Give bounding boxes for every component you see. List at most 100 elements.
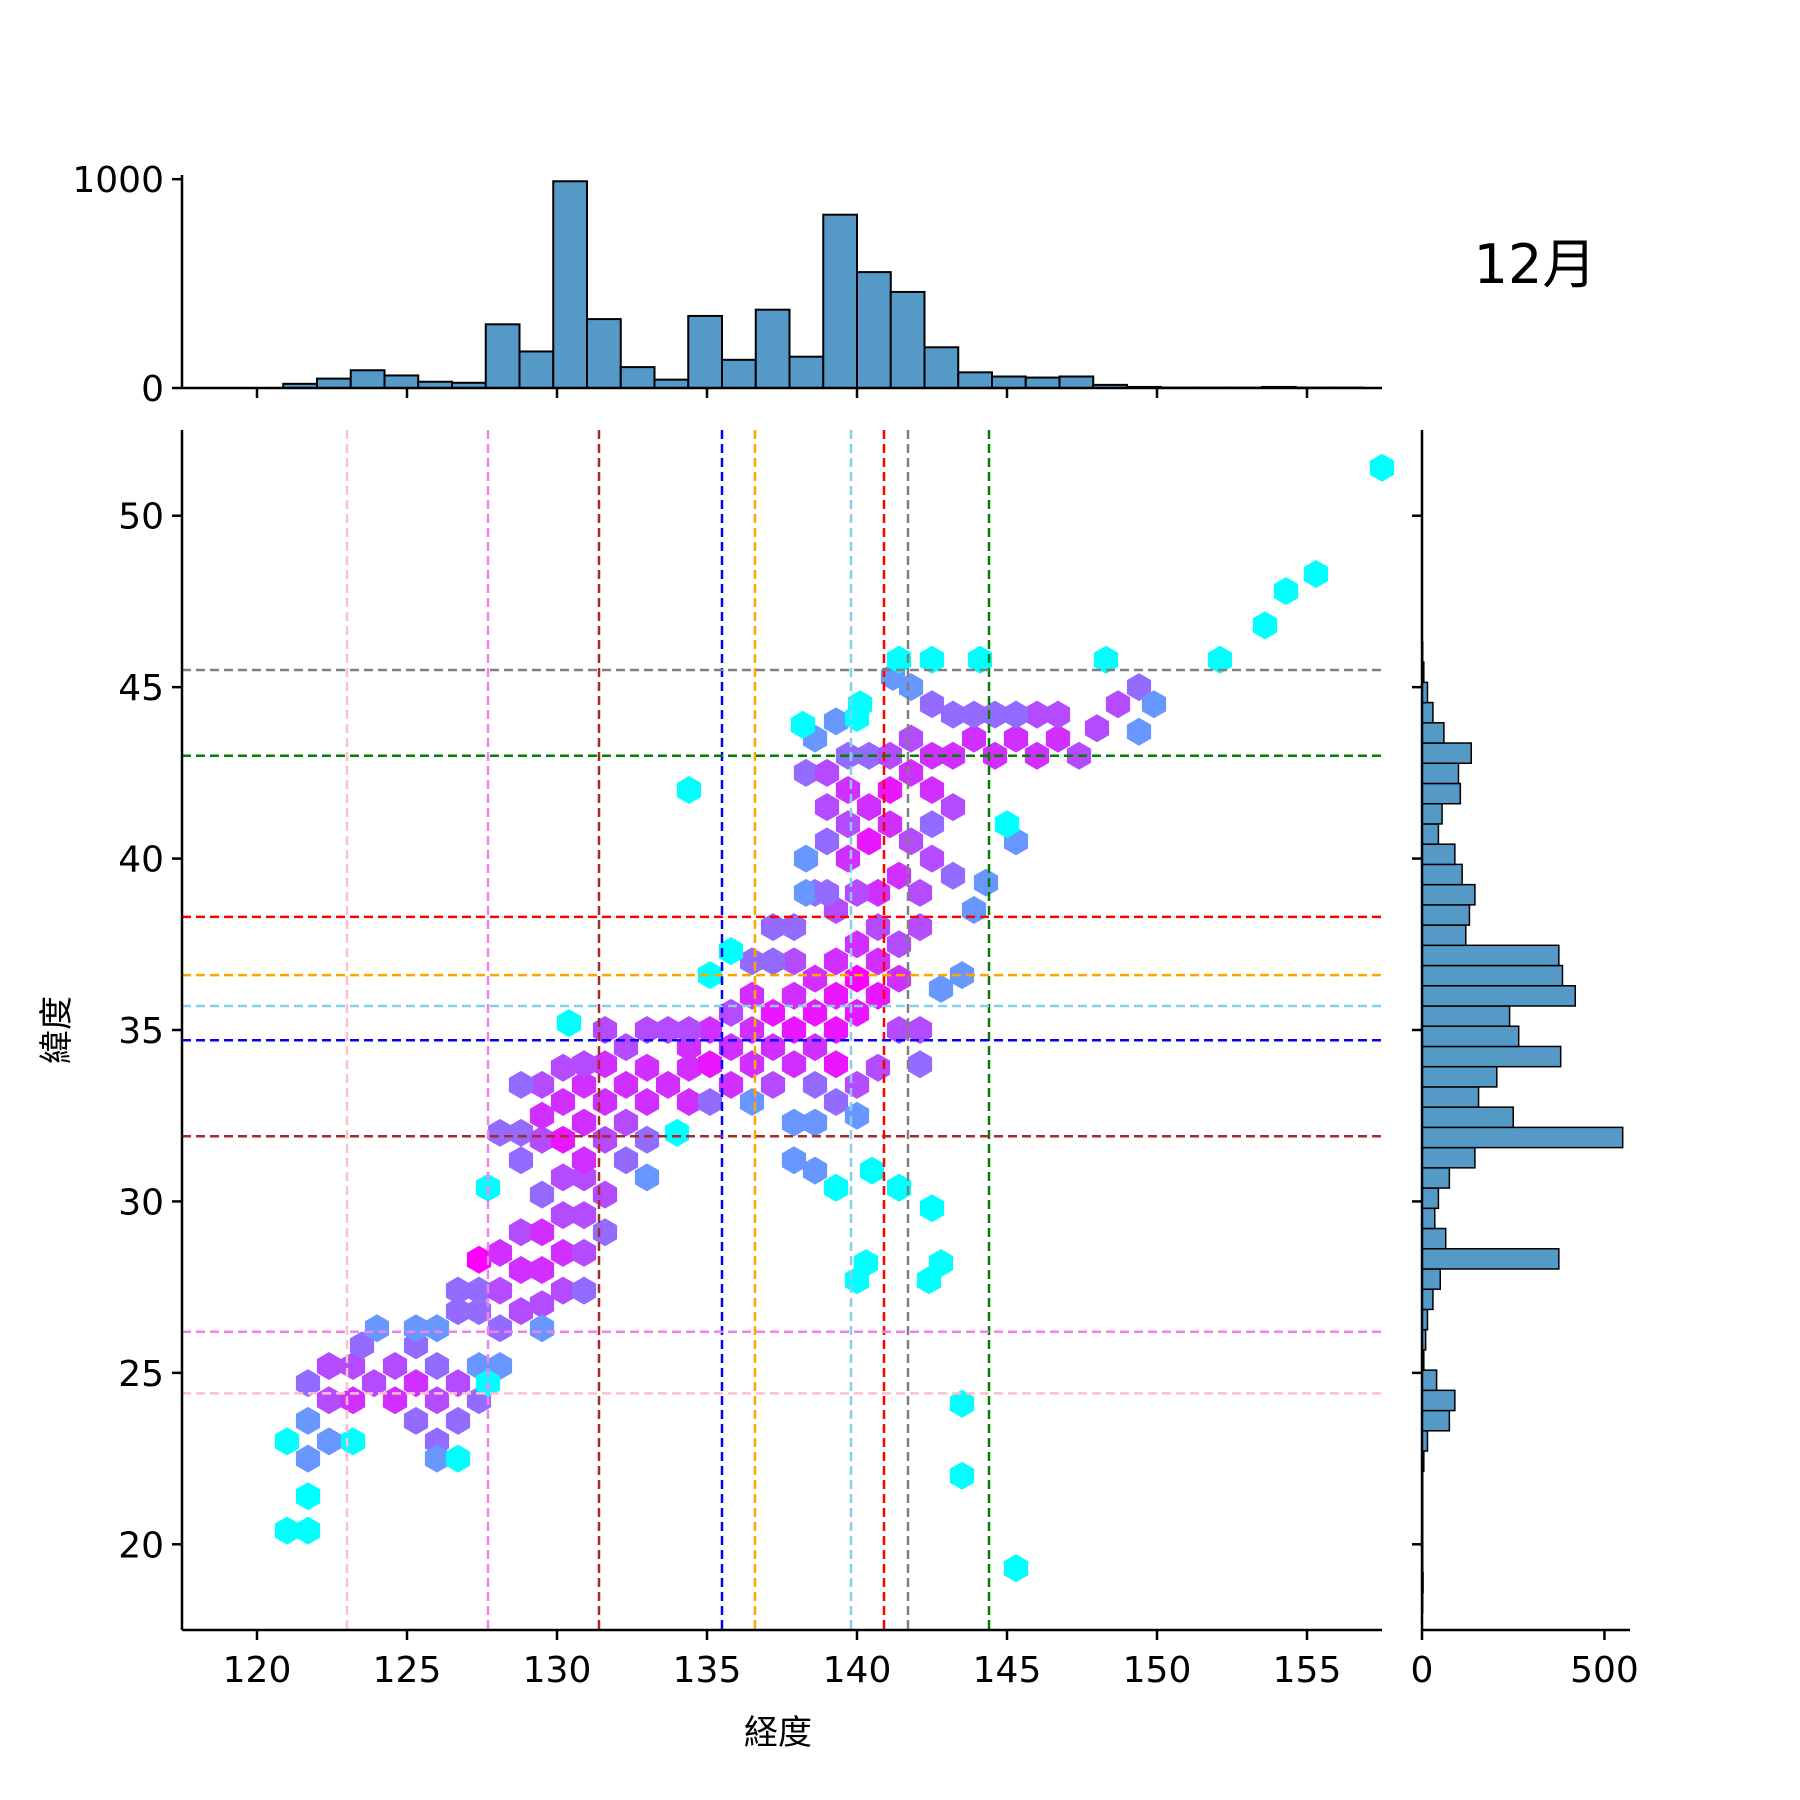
right-histogram-bar: [1421, 904, 1471, 926]
hexbin-cell: [445, 1444, 471, 1473]
top-histogram-bar: [754, 308, 791, 389]
hexbin-cell: [529, 1180, 555, 1209]
y-axis-label: 緯度: [37, 996, 77, 1064]
hexbin-cell: [919, 810, 945, 839]
hexbin-cell: [634, 1053, 660, 1082]
hexbin-cell: [508, 1218, 534, 1247]
top-histogram-bar: [552, 180, 588, 389]
right-histogram-bar: [1421, 1227, 1447, 1250]
hexbin-cell: [898, 758, 924, 787]
top-histogram-bar: [822, 213, 858, 389]
right-histogram-bar: [1421, 1288, 1434, 1311]
hexbin-cell: [781, 913, 807, 942]
top-histogram-bar: [316, 377, 352, 389]
hexbin-cell: [802, 1070, 828, 1099]
hexbin-cell: [1093, 645, 1119, 674]
hexbin-cell: [781, 1108, 807, 1137]
hexbin-cell: [364, 1314, 390, 1343]
hexbin-cell: [718, 937, 744, 966]
x-tick-label: 125: [373, 1650, 442, 1691]
hexbin-cell: [961, 700, 987, 729]
top-histogram-bar: [721, 358, 757, 390]
right-histogram-bar: [1421, 1045, 1562, 1068]
hexbin-cell: [877, 810, 903, 839]
right-histogram-bar: [1421, 1268, 1441, 1290]
hexbin-cell: [424, 1386, 450, 1415]
x-tick-label: 120: [223, 1650, 292, 1691]
top-histogram-bar: [687, 314, 723, 389]
right-histogram-bar: [1421, 701, 1434, 724]
hexbin-cell: [571, 1146, 597, 1175]
hexbin-cell: [823, 1050, 849, 1079]
right-histogram-bar: [1421, 924, 1467, 947]
hexbin-cell: [424, 1444, 450, 1473]
hexbin-cell: [739, 947, 765, 976]
hexbin-cell: [403, 1406, 429, 1435]
hexbin-cell: [919, 1194, 945, 1223]
hexbin-cell: [697, 1016, 723, 1044]
top-histogram-bar: [383, 374, 420, 389]
top-marginal-histogram: [282, 180, 1365, 390]
hexbin-cell: [466, 1276, 492, 1305]
hexbin-cell: [919, 645, 945, 674]
right-histogram-bar: [1421, 823, 1440, 845]
hexbin-cell: [382, 1352, 408, 1380]
hexbin-cell: [613, 1070, 639, 1099]
hexbin-cell: [295, 1369, 321, 1398]
hexbin-cell: [664, 1118, 690, 1147]
hexbin-cell: [982, 700, 1008, 729]
right-histogram-bar: [1421, 742, 1473, 765]
hexbin-cell: [487, 1314, 513, 1343]
y-tick-label: 30: [118, 1182, 164, 1223]
hexbin-cell: [898, 724, 924, 753]
hexbin-cell: [550, 1125, 576, 1154]
hexbin-cell: [1126, 673, 1152, 702]
hexbin-cell: [814, 793, 840, 822]
hexbin-cell: [487, 1238, 513, 1267]
hexbin-cell: [802, 1156, 828, 1185]
top-histogram-bar: [991, 375, 1027, 390]
hexbin-cell: [571, 1238, 597, 1267]
hexbin-cell: [940, 861, 966, 890]
hexbin-cell: [760, 998, 786, 1027]
right-histogram-bar: [1421, 722, 1445, 744]
hexbin-cell: [781, 981, 807, 1010]
hexbin-cell: [835, 810, 861, 839]
hexbin-cell: [634, 1125, 660, 1154]
hexbin-cell: [316, 1427, 342, 1456]
hexbin-cell: [886, 930, 912, 959]
hexbin-cell: [814, 827, 840, 856]
y-tick-label: 20: [118, 1525, 164, 1566]
hexbin-cell: [445, 1297, 471, 1326]
right-histogram-bar: [1421, 1389, 1456, 1412]
hexbin-cell: [928, 974, 954, 1003]
hexbin-cell: [655, 1016, 681, 1044]
y-tick-label: 50: [118, 497, 164, 538]
top-hist-y-tick-label: 0: [141, 369, 164, 410]
hexbin-cell: [739, 1050, 765, 1079]
hexbin-cell: [844, 964, 870, 993]
hexbin-cell: [295, 1482, 321, 1511]
hexbin-cell: [802, 1108, 828, 1137]
hexbin-cell: [1207, 645, 1233, 674]
hexbin-cell: [814, 878, 840, 907]
hexbin-cell: [571, 1070, 597, 1099]
hexbin-cell: [718, 1070, 744, 1099]
top-histogram-bar: [619, 366, 656, 389]
hexbin-cell: [571, 1108, 597, 1137]
hexbin-cell: [1369, 453, 1395, 482]
hexbin-cell: [424, 1314, 450, 1343]
hexbin-cell: [739, 1088, 765, 1116]
hexbin-cell: [886, 1016, 912, 1044]
hexbin-cell: [316, 1352, 342, 1380]
hexbin-cell: [571, 1050, 597, 1079]
hexbin-cell: [907, 1050, 933, 1079]
hexbin-cell: [340, 1427, 366, 1456]
right-histogram-bar: [1421, 802, 1443, 825]
hexbin-cell: [529, 1290, 555, 1319]
hexbin-cell: [898, 827, 924, 856]
right-histogram-bar: [1421, 843, 1456, 866]
hexbin-cell: [295, 1406, 321, 1435]
right-histogram-bar: [1421, 762, 1460, 785]
right-histogram-bar: [1421, 944, 1560, 967]
